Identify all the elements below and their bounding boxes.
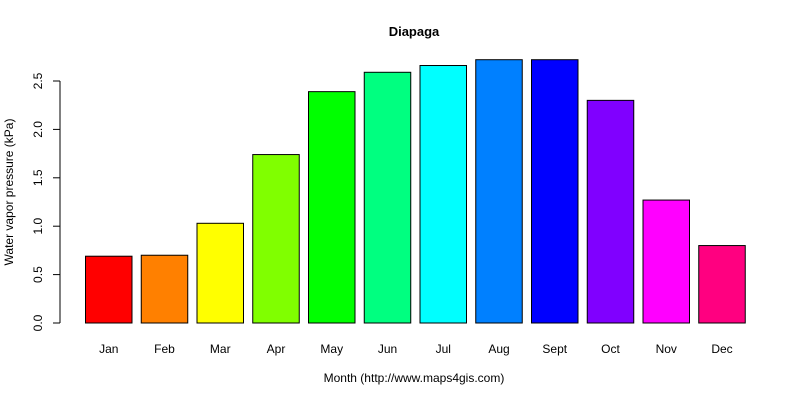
x-tick-label: May	[320, 342, 343, 356]
x-tick-label: Oct	[601, 342, 620, 356]
bar-may	[308, 91, 356, 324]
bar-mar	[196, 222, 244, 324]
bar-dec	[698, 245, 746, 324]
bar-sept	[531, 59, 579, 324]
bar-jan	[85, 255, 133, 324]
y-tick-label: 2.0	[31, 121, 45, 138]
bar-jun	[363, 71, 412, 324]
chart-title: Diapaga	[389, 24, 440, 39]
x-tick-labels: Jan Feb Mar Apr May Jun Jul Aug Sept Oct Nov Dec	[99, 342, 733, 356]
x-tick-label: Jan	[99, 342, 118, 356]
y-tick-label: 0.5	[31, 266, 45, 283]
x-axis-label: Month (http://www.maps4gis.com)	[324, 371, 505, 385]
bar-feb	[140, 254, 189, 324]
bar-oct	[586, 99, 635, 324]
bar-aug	[475, 59, 523, 324]
y-tick-label: 0.0	[31, 314, 45, 331]
y-axis-label: Water vapor pressure (kPa)	[2, 119, 16, 266]
x-tick-label: Dec	[711, 342, 732, 356]
x-tick-label: Sept	[542, 342, 567, 356]
x-tick-label: Feb	[154, 342, 175, 356]
x-tick-label: Nov	[656, 342, 677, 356]
y-tick-label: 1.0	[31, 218, 45, 235]
bar-nov	[642, 199, 690, 324]
x-tick-label: Jul	[436, 342, 451, 356]
bar-jul	[419, 65, 467, 324]
x-tick-label: Aug	[488, 342, 509, 356]
x-tick-label: Jun	[378, 342, 397, 356]
y-axis: 0.0 0.5 1.0 1.5 2.0 2.5	[31, 72, 61, 331]
x-tick-label: Apr	[267, 342, 286, 356]
y-tick-label: 2.5	[31, 72, 45, 89]
y-tick-label: 1.5	[31, 169, 45, 186]
bars	[85, 59, 746, 324]
bar-apr	[252, 154, 300, 324]
x-tick-label: Mar	[210, 342, 231, 356]
